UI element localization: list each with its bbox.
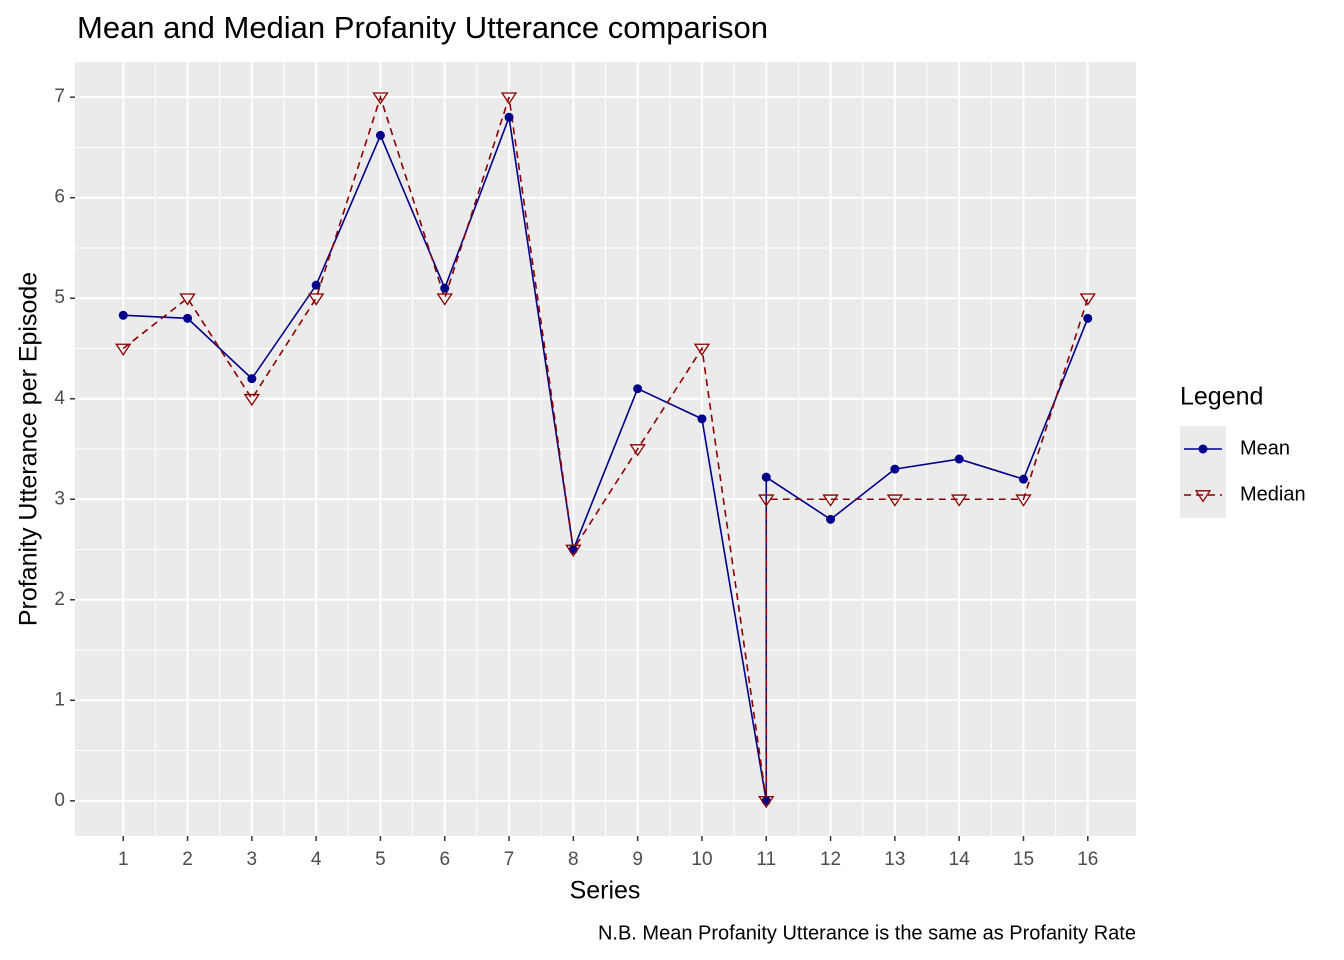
point xyxy=(372,92,389,105)
point xyxy=(179,293,196,306)
x-tick-label: 6 xyxy=(439,849,450,870)
x-tick-label: 16 xyxy=(1077,849,1098,870)
y-tick-label: 7 xyxy=(54,86,65,107)
point xyxy=(950,494,968,507)
legend-label: Median xyxy=(1240,483,1306,505)
x-tick-label: 14 xyxy=(949,849,971,870)
point xyxy=(568,545,578,555)
x-tick-label: 11 xyxy=(756,849,776,870)
legend-marker xyxy=(1194,490,1212,503)
y-tick-label: 2 xyxy=(54,589,65,610)
x-axis-label: Series xyxy=(570,877,641,905)
point xyxy=(1079,293,1096,306)
point xyxy=(440,283,450,293)
x-tick-label: 4 xyxy=(311,849,322,870)
point xyxy=(954,454,964,464)
point xyxy=(826,514,836,524)
point xyxy=(500,92,518,105)
y-tick-label: 6 xyxy=(54,187,65,208)
point xyxy=(761,472,771,482)
point xyxy=(761,796,771,806)
point xyxy=(886,494,904,507)
x-tick-label: 10 xyxy=(691,849,712,870)
y-tick-label: 0 xyxy=(54,790,65,811)
x-tick-label: 12 xyxy=(820,849,841,870)
point xyxy=(822,494,839,507)
point xyxy=(307,293,325,306)
point xyxy=(697,414,707,424)
point xyxy=(504,112,514,122)
point xyxy=(1083,313,1093,323)
point xyxy=(115,343,132,356)
point xyxy=(436,293,453,306)
x-tick-label: 3 xyxy=(247,849,258,870)
x-tick-label: 2 xyxy=(182,849,193,870)
y-tick-label: 4 xyxy=(54,388,65,409)
x-tick-label: 7 xyxy=(504,849,515,870)
legend-label: Mean xyxy=(1240,437,1290,459)
x-tick-label: 15 xyxy=(1013,849,1034,870)
y-tick-label: 5 xyxy=(54,287,65,308)
point xyxy=(629,444,646,457)
y-tick-label: 3 xyxy=(54,488,65,509)
point xyxy=(1018,474,1028,484)
point xyxy=(243,393,261,407)
legend-marker xyxy=(1198,444,1208,454)
x-tick-label: 8 xyxy=(568,849,579,870)
y-axis-label: Profanity Utterance per Episode xyxy=(15,272,43,626)
point xyxy=(375,130,385,140)
point xyxy=(183,313,193,323)
legend: Legend Mean Median xyxy=(1180,383,1306,518)
point xyxy=(247,374,257,384)
y-tick-label: 1 xyxy=(54,689,65,710)
x-tick-label: 1 xyxy=(118,849,129,870)
x-tick-label: 5 xyxy=(375,849,386,870)
point xyxy=(1015,494,1032,507)
x-tick-label: 13 xyxy=(884,849,905,870)
point xyxy=(311,280,321,290)
point xyxy=(758,494,775,507)
caption: N.B. Mean Profanity Utterance is the sam… xyxy=(598,922,1136,944)
point xyxy=(758,795,775,809)
point xyxy=(693,343,711,356)
point xyxy=(890,464,900,474)
point xyxy=(118,310,128,320)
point xyxy=(565,544,582,557)
chart-title: Mean and Median Profanity Utterance comp… xyxy=(77,10,768,45)
x-tick-label: 9 xyxy=(632,849,643,870)
point xyxy=(633,384,643,394)
legend-title: Legend xyxy=(1180,383,1263,411)
series-line xyxy=(122,94,1089,801)
